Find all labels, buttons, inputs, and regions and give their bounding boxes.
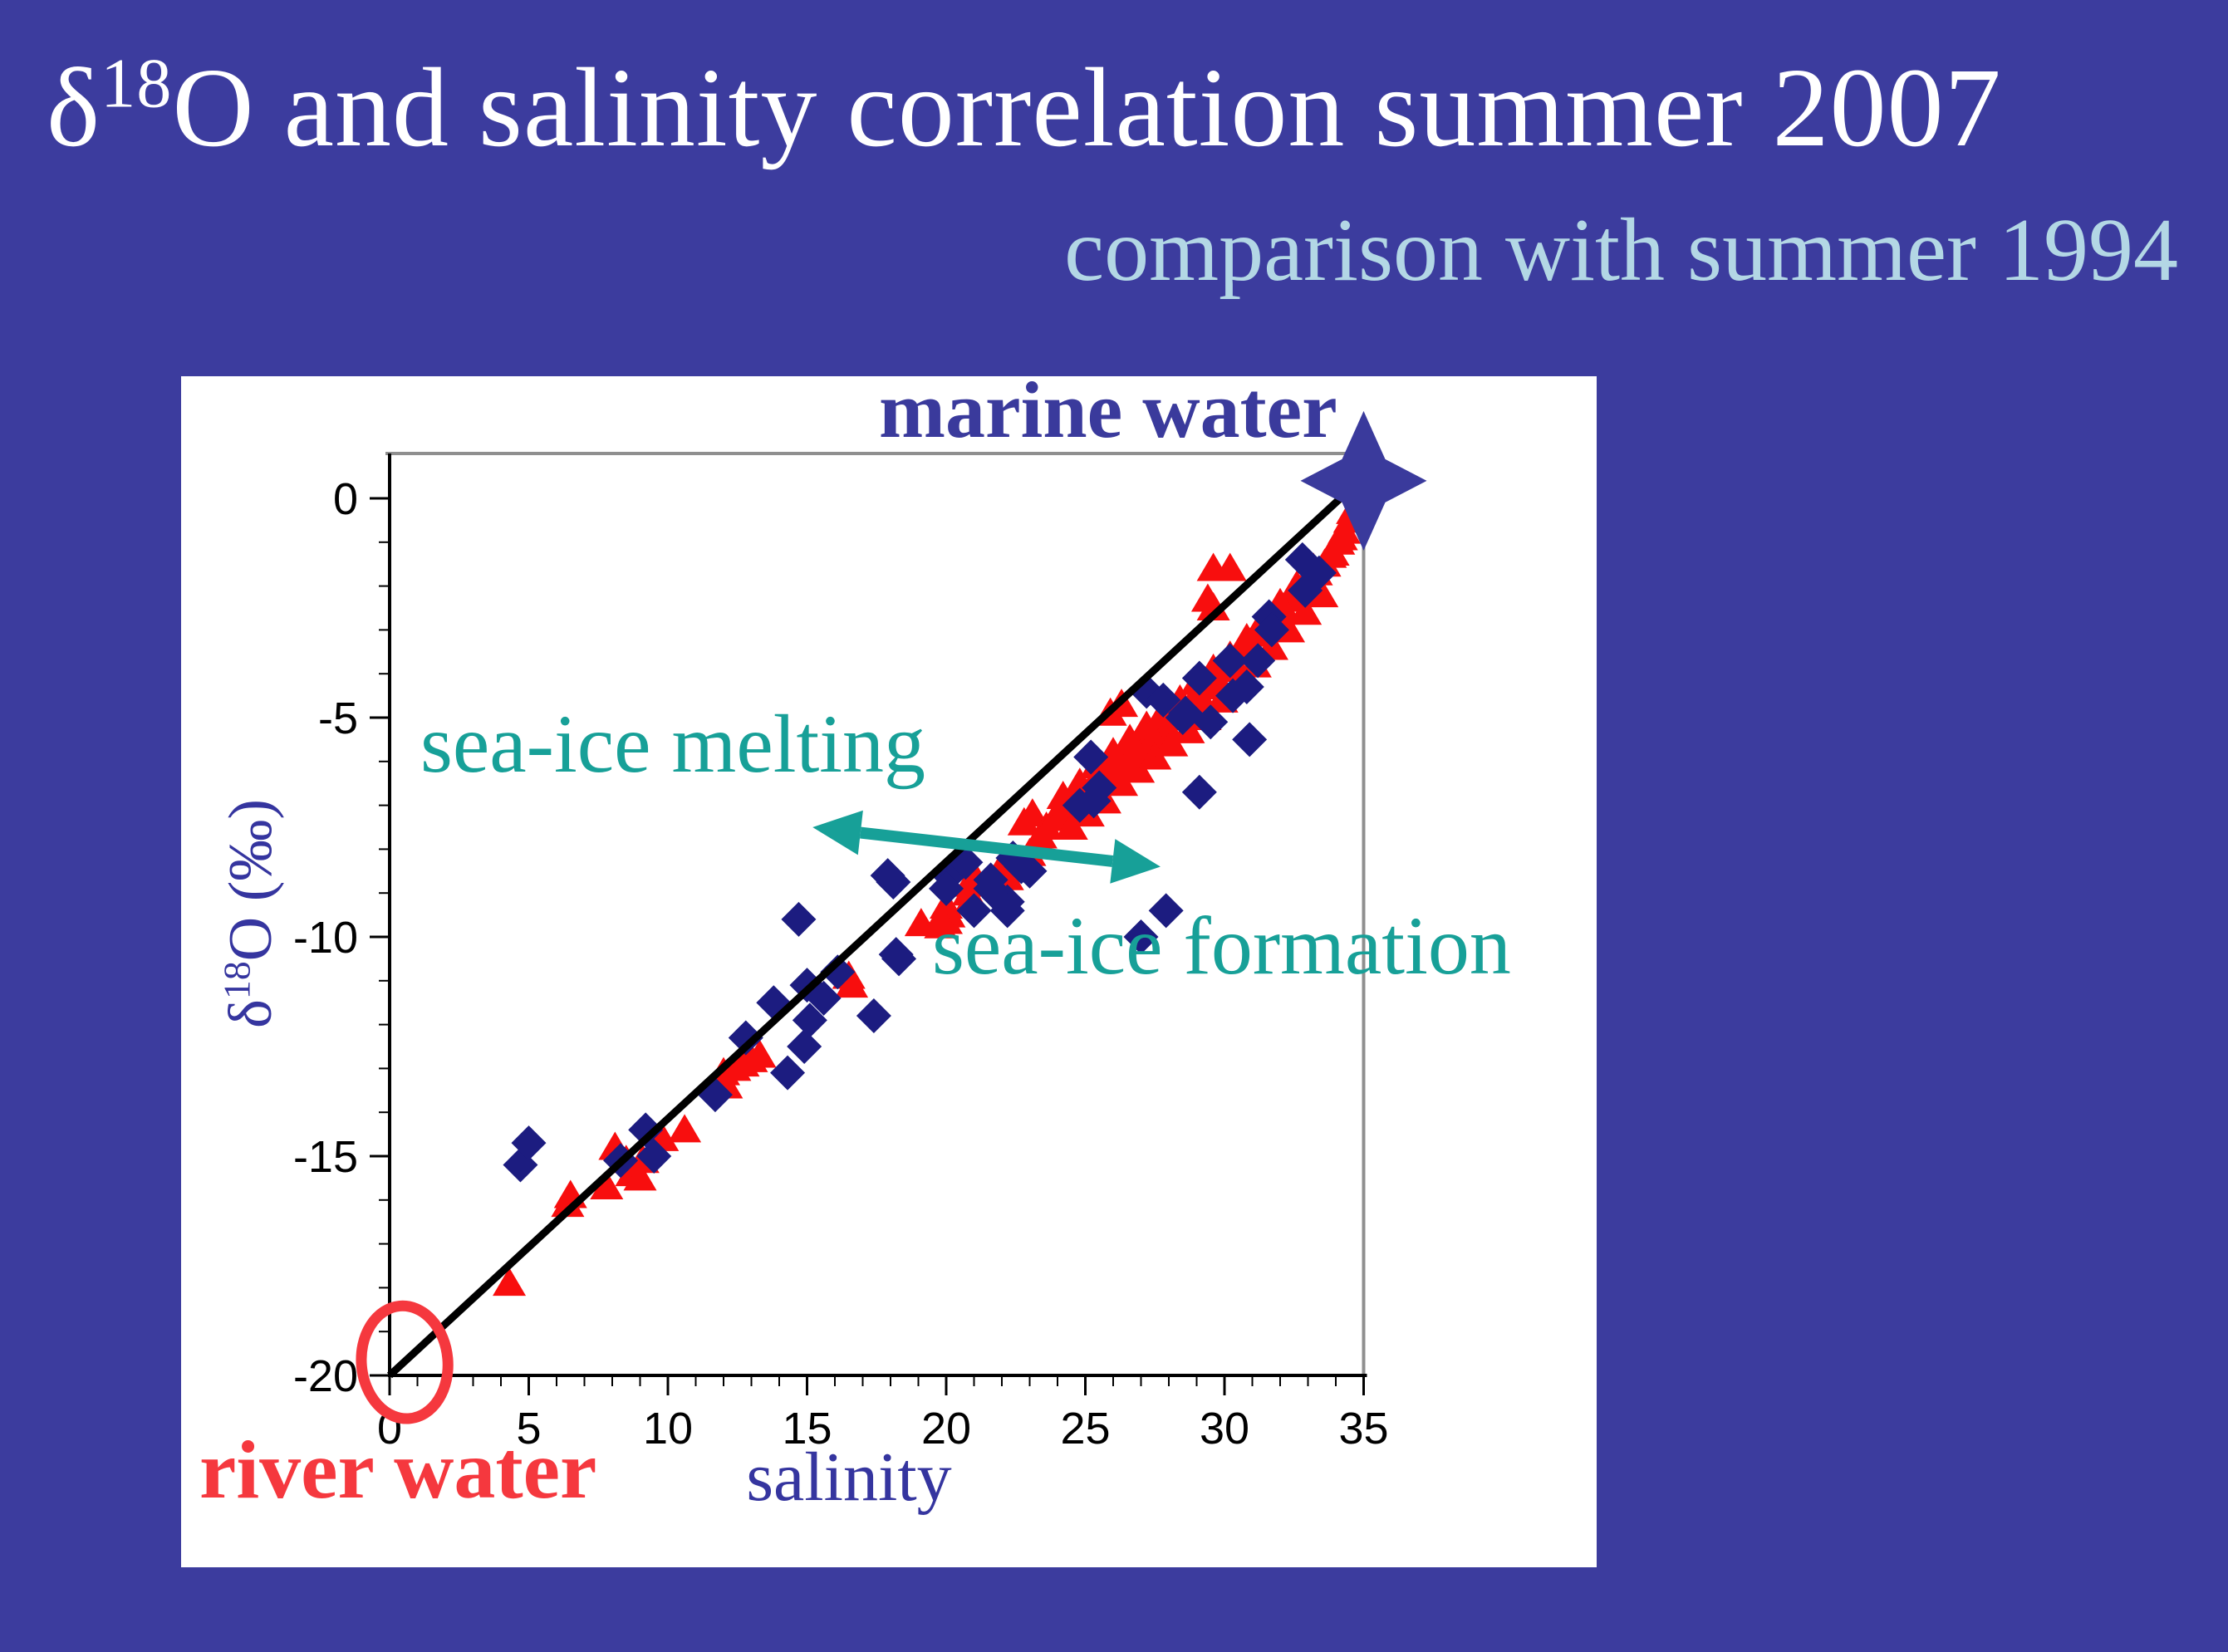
red-triangle-point [1130, 710, 1164, 739]
blue-diamond-point [511, 1125, 547, 1161]
blue-diamond-point [792, 1002, 827, 1038]
blue-diamond-point [1181, 660, 1217, 696]
blue-diamond-point [770, 1055, 806, 1091]
mixing-line [386, 492, 1347, 1379]
x-tick-label: 10 [643, 1404, 693, 1453]
red-triangle-point [743, 1039, 777, 1068]
title-superscript: 18 [101, 45, 173, 123]
x-tick-label: 20 [921, 1404, 971, 1453]
x-tick-label: 25 [1060, 1404, 1110, 1453]
blue-diamond-point [787, 1029, 822, 1064]
red-triangle-point [668, 1114, 702, 1143]
x-tick-label: 30 [1200, 1404, 1249, 1453]
red-triangle-point [1288, 596, 1323, 625]
blue-diamond-point [1232, 722, 1268, 757]
blue-diamond-point [628, 1112, 664, 1148]
x-axis-title: salinity [746, 1439, 952, 1516]
title-delta: δ [47, 46, 101, 170]
sea-ice-formation-label: sea-ice formation [932, 900, 1511, 992]
blue-diamond-point [989, 893, 1025, 929]
blue-diamond-point [789, 968, 825, 1003]
sea-ice-melting-label: sea-ice melting [420, 698, 926, 790]
star-icon [1300, 410, 1427, 551]
blue-diamond-point [1082, 770, 1117, 806]
y-axis-title: δ18O (‰) [215, 799, 285, 1028]
river-water-label: river water [199, 1424, 597, 1516]
red-triangle-point [1229, 622, 1264, 651]
blue-diamond-point [929, 870, 964, 906]
red-triangle-point [623, 1162, 657, 1191]
blue-diamond-point [1254, 612, 1289, 648]
y-tick-label: -15 [293, 1132, 358, 1182]
subtitle: comparison with summer 1994 [1064, 201, 2178, 300]
arrow-head-left [812, 810, 863, 855]
blue-diamond-point [1146, 682, 1181, 718]
red-triangle-point [1213, 552, 1247, 581]
blue-diamond-point [1062, 787, 1097, 823]
red-triangle-point [1054, 811, 1088, 840]
red-triangle-point [1113, 723, 1147, 752]
blue-diamond-point [1148, 893, 1184, 929]
red-triangle-point [1305, 579, 1339, 608]
blue-diamond-point [806, 980, 842, 1016]
x-tick-label: 15 [782, 1404, 832, 1453]
blue-diamond-point [1123, 919, 1159, 954]
blue-diamond-point [1229, 669, 1264, 705]
red-triangle-point [1015, 798, 1049, 827]
arrow-head-right [1110, 839, 1161, 884]
red-triangle-point [1324, 522, 1358, 551]
blue-diamond-point [948, 845, 984, 880]
x-tick-label: 5 [516, 1404, 541, 1453]
blue-diamond-point [1012, 853, 1048, 889]
blue-diamond-point [876, 865, 911, 900]
x-tick-label: 35 [1338, 1404, 1388, 1453]
chart-panel: 0 5 10 15 20 25 30 35 0 -5 -10 -15 -20 [181, 376, 1597, 1567]
blue-diamond-point [1301, 555, 1337, 591]
scatter-plot: 0 5 10 15 20 25 30 350-5-10-15-20 [293, 410, 1427, 1453]
y-tick-label: 0 [333, 474, 358, 524]
y-tick-label: -5 [318, 694, 358, 743]
red-triangle-point [1155, 728, 1189, 757]
blue-diamond-point [1212, 643, 1248, 679]
blue-diamond-point [728, 1020, 763, 1056]
blue-diamond-point [1181, 774, 1217, 810]
red-triangle-point [590, 1170, 624, 1199]
blue-diamond-point [1240, 643, 1276, 679]
red-triangle-point [1196, 592, 1230, 620]
river-water-circle [356, 1300, 454, 1424]
blue-diamond-point [1073, 739, 1109, 775]
blue-diamond-point [820, 954, 856, 990]
blue-diamond-point [956, 893, 992, 929]
title-text: O and salinity correlation summer 2007 [172, 46, 2002, 170]
arrow-shaft [860, 826, 1114, 867]
blue-diamond-point [881, 941, 917, 977]
red-triangle-point [1138, 741, 1172, 770]
red-triangle-point [1121, 754, 1156, 783]
blue-diamond-point [1193, 704, 1229, 740]
marine-water-label: marine water [879, 365, 1337, 454]
y-tick-label: -10 [293, 913, 358, 963]
blue-diamond-point [1215, 678, 1251, 713]
blue-diamond-point [856, 998, 891, 1034]
page-title: δ18O and salinity correlation summer 200… [47, 43, 2002, 173]
red-triangle-point [924, 903, 958, 932]
blue-diamond-point [1288, 572, 1323, 608]
blue-diamond-point [636, 1139, 672, 1174]
y-tick-label: -20 [293, 1351, 358, 1401]
blue-diamond-point [781, 901, 817, 937]
red-triangle-point [493, 1267, 527, 1297]
